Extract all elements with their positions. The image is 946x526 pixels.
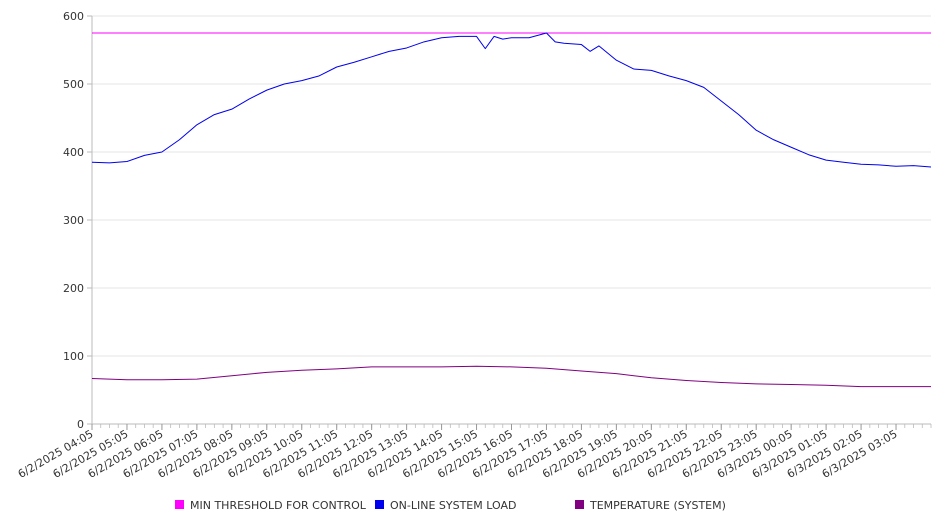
legend-label: TEMPERATURE (SYSTEM) (589, 499, 726, 512)
series-line-3 (91, 365, 931, 388)
legend-swatch (375, 500, 384, 509)
y-tick-label: 0 (77, 418, 84, 431)
series-group (91, 32, 932, 388)
legend-label: MIN THRESHOLD FOR CONTROL (190, 499, 367, 512)
y-tick-label: 100 (63, 350, 84, 363)
y-tick-label: 300 (63, 214, 84, 227)
y-tick-label: 500 (63, 78, 84, 91)
legend-label: ON-LINE SYSTEM LOAD (390, 499, 516, 512)
y-axis-ticks: 0 100 200 300 400 500 600 (63, 10, 92, 431)
grid-lines (92, 15, 931, 357)
legend-swatch (575, 500, 584, 509)
y-tick-label: 400 (63, 146, 84, 159)
legend-swatch (175, 500, 184, 509)
y-tick-label: 200 (63, 282, 84, 295)
x-axis-ticks: 6/2/2025 04:056/2/2025 05:056/2/2025 06:… (16, 424, 932, 481)
legend: MIN THRESHOLD FOR CONTROL ON-LINE SYSTEM … (175, 499, 726, 512)
y-tick-label: 600 (63, 10, 84, 23)
series-line-2 (91, 32, 932, 168)
